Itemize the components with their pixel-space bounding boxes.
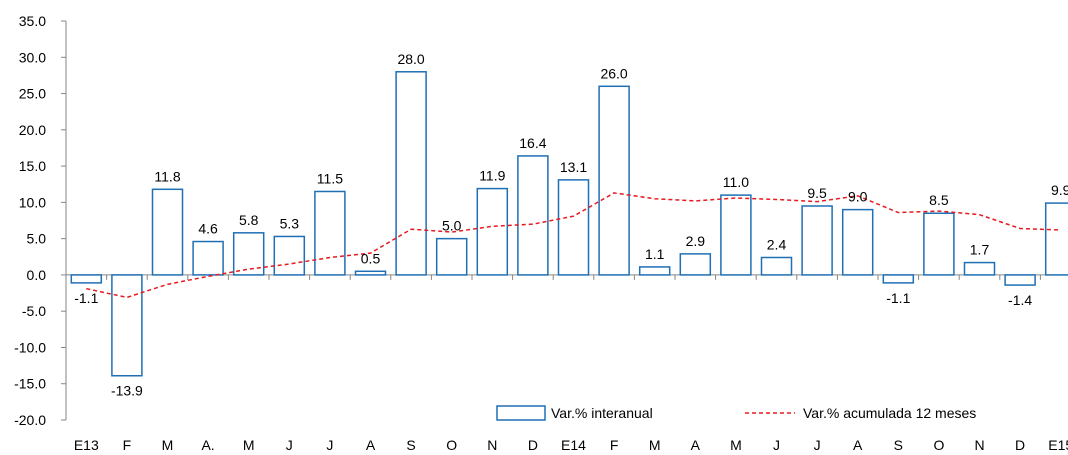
bar xyxy=(720,194,752,276)
bar-value-label: 16.4 xyxy=(519,135,546,151)
x-tick-label: N xyxy=(487,437,497,453)
bar xyxy=(232,232,265,276)
bar xyxy=(841,208,874,276)
x-tick-label: A xyxy=(366,437,376,453)
bar xyxy=(354,270,387,276)
y-tick-label: -10.0 xyxy=(14,339,46,355)
bar-value-label: 5.0 xyxy=(442,218,462,234)
y-tick-label: 25.0 xyxy=(19,86,46,102)
bar xyxy=(598,85,630,276)
x-tick-label: S xyxy=(894,437,903,453)
bar-value-label: -1.4 xyxy=(1008,292,1032,308)
x-tick-label: D xyxy=(1015,437,1025,453)
legend-label-bars: Var.% interanual xyxy=(551,405,653,421)
bar xyxy=(435,237,468,276)
bar xyxy=(1044,202,1068,276)
y-tick-label: -20.0 xyxy=(14,412,46,428)
x-tick-label: N xyxy=(974,437,984,453)
bar xyxy=(638,266,671,276)
bar xyxy=(801,205,833,276)
bar xyxy=(923,212,955,276)
bar-value-label: 9.9 xyxy=(1051,182,1068,198)
bar xyxy=(882,274,915,284)
bar xyxy=(963,261,996,276)
bar-value-label: 11.9 xyxy=(479,168,505,184)
bar-value-label: -1.1 xyxy=(74,290,98,306)
x-tick-label: J xyxy=(814,437,821,453)
x-tick-label: A. xyxy=(201,437,214,453)
x-tick-label: J xyxy=(286,437,293,453)
x-tick-label: M xyxy=(730,437,742,453)
bar-value-label: 8.5 xyxy=(929,192,949,208)
y-tick-label: 5.0 xyxy=(27,231,47,247)
bar xyxy=(273,235,306,276)
bar xyxy=(476,187,509,276)
y-tick-label: 0.0 xyxy=(27,267,47,283)
x-tick-label: M xyxy=(243,437,255,453)
y-tick-label: -15.0 xyxy=(14,376,46,392)
y-tick-label: -5.0 xyxy=(22,303,46,319)
bar-value-label: 28.0 xyxy=(397,51,424,67)
x-tick-label: J xyxy=(773,437,780,453)
bar-value-label: -13.9 xyxy=(111,383,143,399)
bar-value-label: 5.3 xyxy=(280,215,300,231)
bar xyxy=(70,274,103,284)
y-tick-label: 15.0 xyxy=(19,158,46,174)
bar xyxy=(314,190,346,276)
x-tick-label: M xyxy=(649,437,661,453)
x-tick-label: F xyxy=(123,437,132,453)
y-tick-label: 20.0 xyxy=(19,122,46,138)
bar xyxy=(517,155,549,276)
bar-value-label: 2.4 xyxy=(767,236,787,252)
cumulative-line xyxy=(86,192,1061,299)
line-series xyxy=(86,192,1061,299)
x-tick-label: S xyxy=(406,437,415,453)
bar xyxy=(111,274,143,377)
y-tick-label: 30.0 xyxy=(19,49,46,65)
axes: 35.0 30.0 25.0 20.0 15.0 10.0 5.0 0.0 -5.0 -10.0 -… xyxy=(14,13,1068,453)
bar-value-label: 11.0 xyxy=(723,174,749,190)
bar xyxy=(760,256,793,276)
x-tick-label: E13 xyxy=(74,437,99,453)
bar xyxy=(679,253,712,276)
legend: Var.% interanual Var.% acumulada 12 mese… xyxy=(496,405,976,421)
bar-value-label: 9.5 xyxy=(807,185,827,201)
data-labels: -1.1 -13.9 11.8 4.6 5.8 5.3 11.5 0.5 28.0 5.0 11.9… xyxy=(74,51,1068,399)
x-tick-label: E15 xyxy=(1048,437,1068,453)
x-tick-label: M xyxy=(162,437,174,453)
x-tick-label: A xyxy=(691,437,701,453)
bar-value-label: 9.0 xyxy=(848,189,868,205)
x-tick-label: O xyxy=(933,437,944,453)
bar-value-label: -1.1 xyxy=(886,290,910,306)
x-tick-label: A xyxy=(853,437,863,453)
x-tick-label: F xyxy=(610,437,619,453)
x-tick-label: O xyxy=(446,437,457,453)
bar-value-label: 4.6 xyxy=(198,221,218,237)
bar-value-label: 11.5 xyxy=(317,170,343,186)
bar xyxy=(1004,274,1036,286)
bar-value-label: 5.8 xyxy=(239,212,259,228)
bar-value-label: 0.5 xyxy=(361,250,381,266)
x-tick-label: J xyxy=(326,437,333,453)
bar-value-label: 1.7 xyxy=(970,242,990,258)
bar xyxy=(151,188,184,276)
x-tick-label: D xyxy=(528,437,538,453)
bar xyxy=(557,179,590,276)
bar-value-label: 1.1 xyxy=(645,246,665,262)
bar-value-label: 11.8 xyxy=(154,168,180,184)
bar-value-label: 26.0 xyxy=(600,65,627,81)
bar-value-label: 13.1 xyxy=(560,159,587,175)
legend-bar-swatch xyxy=(496,405,546,421)
y-tick-label: 35.0 xyxy=(19,13,46,29)
bar-value-label: 2.9 xyxy=(686,233,706,249)
legend-label-line: Var.% acumulada 12 meses xyxy=(803,405,976,421)
y-tick-label: 10.0 xyxy=(19,194,46,210)
bar xyxy=(192,240,224,276)
bar xyxy=(395,71,427,276)
bar-series xyxy=(70,71,1068,377)
x-tick-label: E14 xyxy=(561,437,586,453)
